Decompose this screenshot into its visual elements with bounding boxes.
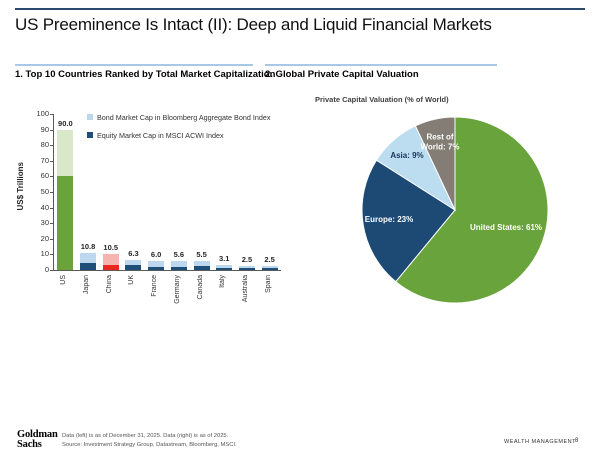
bar-segment-bond-Canada: [193, 261, 210, 267]
y-tick-mark: [50, 223, 54, 225]
x-axis-label: Italy: [219, 275, 227, 288]
x-axis-label: Germany: [173, 275, 181, 304]
wealth-management-label: WEALTH MANAGEMENT: [504, 439, 576, 445]
bar-value-label: 5.6: [173, 250, 185, 260]
y-tick-mark: [50, 176, 54, 178]
y-tick-mark: [50, 129, 54, 131]
y-tick-label: 70: [40, 155, 49, 165]
pie-subtitle: Private Capital Valuation (% of World): [315, 95, 449, 104]
bar-segment-bond-Italy: [216, 265, 233, 269]
y-tick-label: 20: [40, 233, 49, 243]
y-tick-mark: [50, 145, 54, 147]
bar-value-label: 2.5: [241, 255, 253, 265]
bar-segment-bond-Japan: [80, 253, 97, 263]
y-axis-title: US$ Trillions: [16, 162, 25, 211]
goldman-sachs-logo: Goldman Sachs: [17, 429, 58, 450]
bar-value-label: 10.5: [103, 242, 119, 252]
y-tick-mark: [50, 192, 54, 193]
pie-slice-label: Europe: 23%: [364, 214, 414, 224]
legend-label: Bond Market Cap in Bloomberg Aggregate B…: [97, 112, 271, 122]
bar-value-label: 6.3: [128, 249, 139, 259]
logo-line: Sachs: [17, 438, 42, 450]
y-tick-mark: [50, 238, 54, 240]
bond-swatch-icon: [87, 114, 93, 120]
bar-segment-bond-Spain: [261, 266, 278, 269]
bar-segment-equity-China: [102, 265, 119, 270]
bar-segment-bond-Australia: [238, 266, 255, 268]
y-tick-label: 60: [40, 171, 49, 181]
y-tick-mark: [50, 270, 54, 271]
bar-chart-legend: Bond Market Cap in Bloomberg Aggregate B…: [87, 108, 270, 144]
source-line: Source: Investment Strategy Group, Datas…: [62, 441, 237, 448]
x-axis-label: China: [105, 275, 113, 294]
pie-slice-rest-of-world: [414, 116, 456, 211]
y-tick-label: 10: [40, 249, 49, 259]
logo-line: Goldman: [17, 429, 58, 440]
y-tick-label: 100: [36, 109, 49, 118]
bar-segment-bond-US: [57, 129, 74, 177]
bar-value-label: 2.5: [264, 255, 275, 265]
left-panel-divider: [15, 64, 253, 66]
pie-chart: [361, 116, 549, 304]
x-axis-label: Australia: [241, 275, 249, 303]
bar-segment-equity-Japan: [80, 262, 97, 270]
bar-chart-plot-area: 0 10 20 30 40 50 60 70 80 90 100 90.0 US 10.8 Japan 10.…: [36, 109, 281, 304]
legend-item-bond: Bond Market Cap in Bloomberg Aggregate B…: [87, 108, 270, 126]
x-axis-label: US: [60, 275, 68, 285]
source-note: Data (left) is as of December 31, 2025. …: [62, 432, 237, 449]
bar-value-label: 6.0: [150, 249, 162, 259]
y-tick-label: 80: [40, 140, 49, 150]
top-divider: [15, 8, 585, 10]
x-axis-label: Japan: [83, 275, 91, 295]
y-tick-mark: [50, 207, 54, 209]
pie-slice-label: Rest of World: 7%: [420, 132, 460, 152]
bar-value-label: 3.1: [219, 254, 230, 264]
y-tick-label: 40: [40, 202, 49, 212]
legend-label: Equity Market Cap in MSCI ACWI Index: [97, 130, 224, 140]
y-tick-label: 0: [44, 265, 49, 274]
right-panel-divider: [265, 64, 497, 66]
x-axis-label: UK: [128, 275, 136, 285]
y-tick-label: 50: [40, 187, 49, 196]
bar-segment-equity-US: [57, 176, 74, 270]
x-axis-label: Spain: [264, 275, 272, 293]
bar-value-label: 10.8: [80, 242, 96, 252]
pie-slice-label: Asia: 9%: [390, 150, 424, 160]
bar-value-label: 5.5: [196, 250, 207, 260]
pie-slice-europe: [361, 159, 456, 283]
bar-segment-equity-France: [148, 266, 165, 270]
bar-segment-equity-Australia: [238, 267, 255, 270]
bar-segment-equity-Italy: [216, 268, 233, 270]
bar-segment-equity-UK: [125, 265, 142, 270]
bar-segment-equity-Canada: [193, 266, 210, 270]
pie-chart-title: 2. Global Private Capital Valuation: [265, 69, 419, 80]
bar-segment-equity-Germany: [170, 266, 187, 270]
pie-slice-label: United States: 61%: [469, 222, 543, 232]
bar-segment-equity-Spain: [261, 268, 278, 270]
bar-segment-bond-China: [102, 253, 119, 266]
page-number: 8: [575, 438, 579, 444]
page-title: US Preeminence Is Intact (II): Deep and …: [15, 15, 492, 34]
y-tick-mark: [50, 114, 54, 115]
pie-slice-united-states: [395, 116, 549, 304]
x-axis-label: Canada: [196, 275, 204, 300]
y-tick-label: 90: [40, 124, 49, 134]
y-tick-label: 30: [40, 218, 49, 228]
legend-item-equity: Equity Market Cap in MSCI ACWI Index: [87, 126, 270, 144]
y-tick-mark: [50, 254, 54, 256]
bar-segment-bond-France: [148, 260, 165, 267]
data-note: Data (left) is as of December 31, 2025. …: [62, 433, 229, 439]
bar-chart-title: 1. Top 10 Countries Ranked by Total Mark…: [15, 69, 276, 80]
y-tick-mark: [50, 160, 54, 162]
equity-swatch-icon: [87, 132, 93, 138]
bar-value-label: 90.0: [58, 118, 73, 128]
bar-segment-bond-Germany: [170, 261, 187, 267]
x-axis-label: France: [151, 275, 159, 297]
bar-segment-bond-UK: [125, 260, 142, 266]
